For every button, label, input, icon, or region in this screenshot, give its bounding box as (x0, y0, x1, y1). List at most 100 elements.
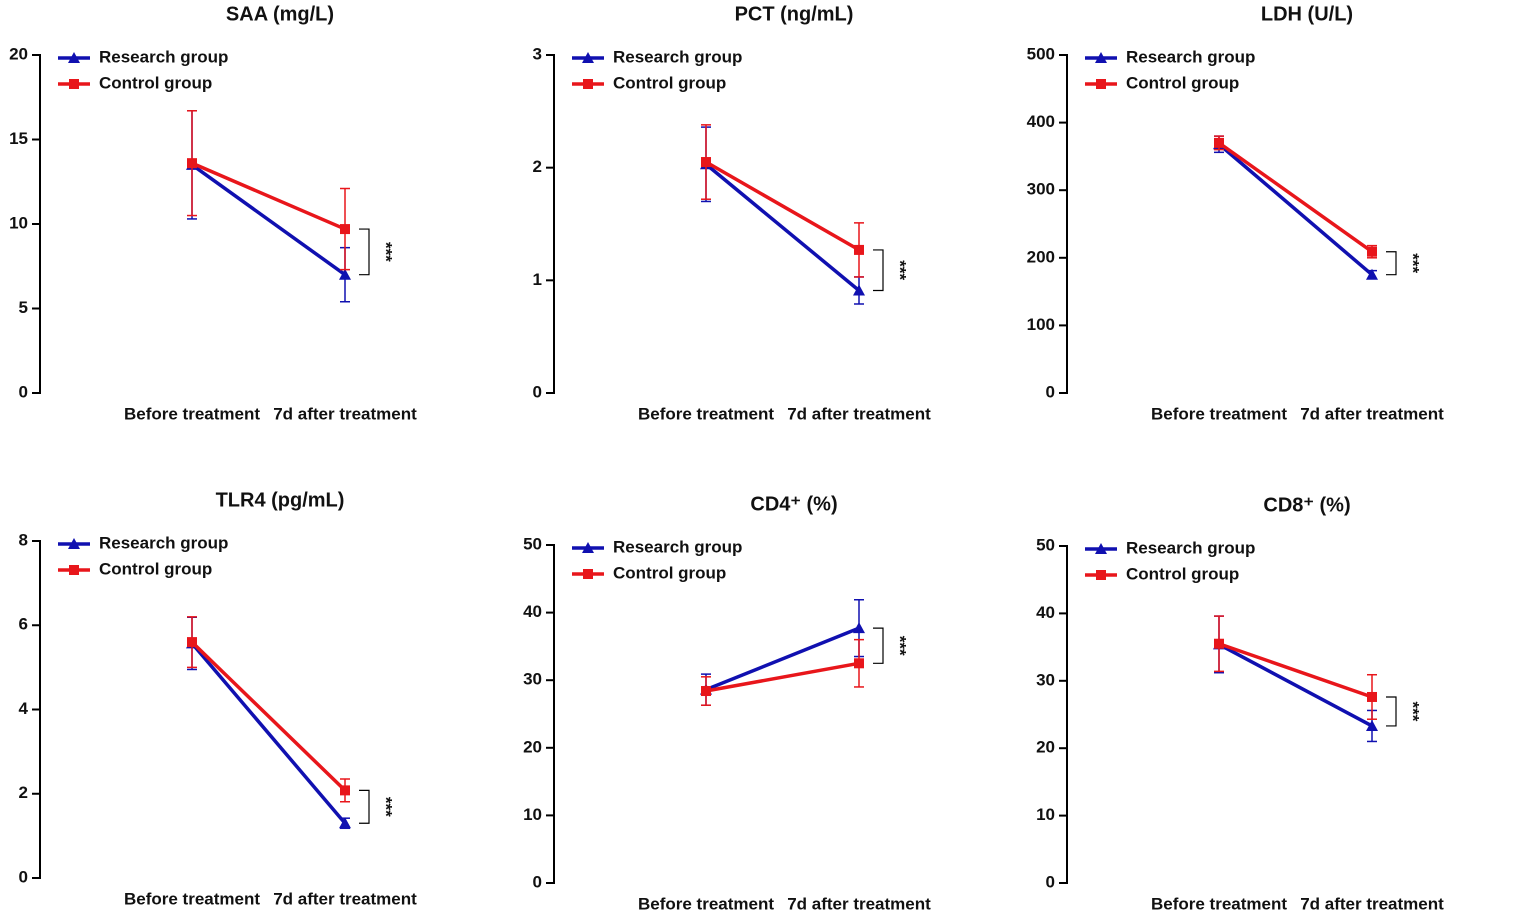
y-tick-label: 100 (1027, 315, 1055, 334)
y-tick-label: 40 (523, 602, 542, 621)
series-line (705, 661, 860, 693)
annotation: *** (377, 242, 396, 262)
significance-bracket (1386, 251, 1397, 276)
y-tick-label: 4 (19, 699, 29, 718)
significance-bracket (873, 249, 884, 292)
y-tick-label: 0 (19, 867, 28, 886)
chart-title: CD4⁺ (%) (750, 493, 837, 515)
x-tick-label: 7d after treatment (1300, 894, 1444, 913)
legend-label: Research group (1126, 47, 1255, 66)
significance-bracket (359, 228, 370, 276)
annotation: *** (377, 797, 396, 817)
legend-label: Control group (99, 559, 212, 578)
series-line (705, 626, 860, 692)
marker (340, 785, 350, 796)
y-tick-label: 300 (1027, 180, 1055, 199)
y-tick-label: 0 (1046, 382, 1055, 401)
marker (701, 157, 711, 168)
legend-label: Research group (613, 47, 742, 66)
series-line (1218, 642, 1373, 728)
legend-label: Research group (99, 47, 228, 66)
significance-bracket (1386, 696, 1397, 727)
annotation: *** (891, 636, 910, 656)
x-tick-label: 7d after treatment (787, 894, 931, 913)
legend-label: Control group (99, 73, 212, 92)
y-tick-label: 10 (523, 805, 542, 824)
marker (69, 79, 79, 89)
y-tick-label: 6 (19, 615, 28, 634)
marker (1095, 52, 1107, 63)
y-tick-label: 30 (523, 670, 542, 689)
legend-label: Research group (613, 537, 742, 556)
y-tick-label: 3 (533, 44, 542, 63)
y-tick-label: 500 (1027, 44, 1055, 63)
marker (583, 79, 593, 89)
x-tick-label: Before treatment (638, 404, 774, 423)
legend-label: Control group (613, 73, 726, 92)
annotation: *** (1404, 702, 1423, 722)
x-tick-label: 7d after treatment (787, 404, 931, 423)
marker (1367, 691, 1377, 702)
annotation: *** (891, 260, 910, 280)
series-line (191, 161, 346, 231)
marker (582, 542, 594, 553)
marker (583, 569, 593, 579)
marker (339, 268, 351, 280)
legend-label: Control group (1126, 73, 1239, 92)
marker (1214, 638, 1224, 649)
y-tick-label: 50 (1036, 535, 1055, 554)
chart-title: CD8⁺ (%) (1263, 494, 1350, 516)
legend-label: Control group (613, 563, 726, 582)
y-tick-label: 0 (533, 872, 542, 891)
x-tick-label: 7d after treatment (1300, 404, 1444, 423)
series-line (705, 160, 860, 252)
chart-title: PCT (ng/mL) (735, 3, 854, 25)
x-tick-label: Before treatment (1151, 894, 1287, 913)
marker (68, 52, 80, 63)
marker (1367, 246, 1377, 257)
x-tick-label: Before treatment (124, 889, 260, 908)
marker (339, 817, 351, 829)
marker (187, 637, 197, 648)
series-line (1217, 141, 1374, 254)
marker (1214, 137, 1224, 148)
y-tick-label: 40 (1036, 603, 1055, 622)
y-tick-label: 200 (1027, 247, 1055, 266)
y-tick-label: 0 (533, 382, 542, 401)
y-tick-label: 15 (9, 129, 28, 148)
y-tick-label: 2 (19, 783, 28, 802)
x-tick-label: 7d after treatment (273, 404, 417, 423)
y-tick-label: 20 (1036, 738, 1055, 757)
marker (68, 538, 80, 549)
x-tick-label: Before treatment (124, 404, 260, 423)
series-line (1218, 642, 1373, 699)
significance-bracket (873, 627, 884, 664)
y-tick-label: 1 (533, 270, 542, 289)
marker (340, 224, 350, 235)
marker (701, 686, 711, 697)
legend-label: Research group (99, 533, 228, 552)
marker (854, 658, 864, 669)
marker (69, 565, 79, 575)
y-tick-label: 20 (523, 737, 542, 756)
y-tick-label: 10 (9, 213, 28, 232)
y-tick-label: 5 (19, 298, 28, 317)
y-tick-label: 20 (9, 44, 28, 63)
marker (1096, 79, 1106, 89)
y-tick-label: 400 (1027, 112, 1055, 131)
chart-title: SAA (mg/L) (226, 3, 334, 25)
series-line (190, 642, 347, 825)
x-tick-label: Before treatment (638, 894, 774, 913)
marker (1096, 570, 1106, 580)
series-line (190, 640, 347, 792)
annotation: *** (1404, 253, 1423, 273)
marker (854, 244, 864, 255)
x-tick-label: 7d after treatment (273, 889, 417, 908)
series-line (190, 163, 347, 277)
chart-title: TLR4 (pg/mL) (216, 489, 345, 511)
y-tick-label: 2 (533, 157, 542, 176)
chart-title: LDH (U/L) (1261, 3, 1353, 25)
series-line (704, 162, 861, 292)
legend-label: Control group (1126, 564, 1239, 583)
